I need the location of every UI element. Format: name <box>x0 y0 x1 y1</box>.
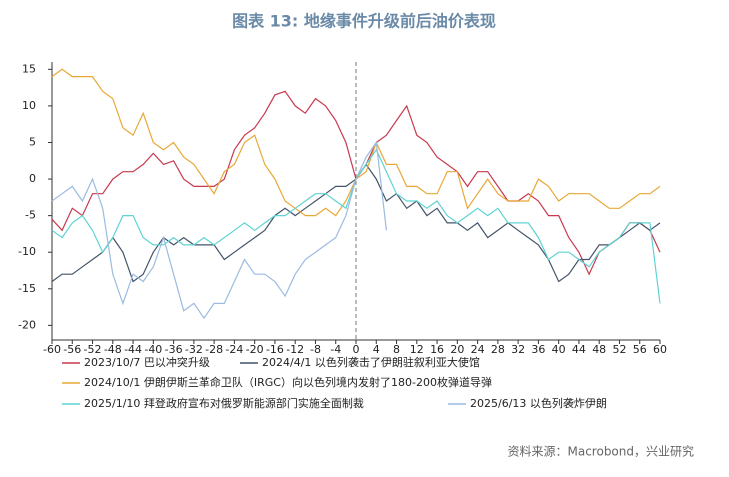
x-tick-label: 16 <box>430 343 444 356</box>
x-tick-label: -60 <box>43 343 61 356</box>
y-tick-label: 10 <box>22 99 36 112</box>
y-tick-label: -15 <box>18 282 36 295</box>
chart-title: 图表 13: 地缘事件升级前后油价表现 <box>232 12 496 31</box>
x-tick-label: 52 <box>612 343 626 356</box>
x-tick-label: -28 <box>205 343 223 356</box>
x-tick-label: 12 <box>410 343 424 356</box>
legend-label: 2025/6/13 以色列袭炸伊朗 <box>470 396 607 410</box>
x-tick-label: -40 <box>144 343 162 356</box>
source: 资料来源：Macrobond，兴业研究 <box>508 444 695 459</box>
x-tick-label: 48 <box>592 343 606 356</box>
y-tick-label: -20 <box>18 318 36 331</box>
x-tick-label: 32 <box>511 343 525 356</box>
x-tick-label: -52 <box>84 343 102 356</box>
x-tick-label: -20 <box>246 343 264 356</box>
x-tick-label: 40 <box>552 343 566 356</box>
y-tick-label: 0 <box>29 172 36 185</box>
x-tick-label: -16 <box>266 343 284 356</box>
legend-label: 2025/1/10 拜登政府宣布对俄罗斯能源部门实施全面制裁 <box>84 396 364 410</box>
x-tick-label: -32 <box>185 343 203 356</box>
x-tick-label: 20 <box>450 343 464 356</box>
x-tick-label: 24 <box>471 343 485 356</box>
x-tick-label: 0 <box>353 343 360 356</box>
x-tick-label: -56 <box>63 343 81 356</box>
x-tick-label: -8 <box>310 343 321 356</box>
y-tick-label: -10 <box>18 245 36 258</box>
x-tick-label: -4 <box>330 343 341 356</box>
x-tick-label: -24 <box>225 343 243 356</box>
y-tick-label: -5 <box>25 209 36 222</box>
x-tick-label: 28 <box>491 343 505 356</box>
x-tick-label: -48 <box>104 343 122 356</box>
x-tick-label: 60 <box>653 343 667 356</box>
x-tick-label: -44 <box>124 343 142 356</box>
y-tick-label: 15 <box>22 62 36 75</box>
legend-label: 2024/10/1 伊朗伊斯兰革命卫队（IRGC）向以色列境内发射了180-20… <box>84 375 492 389</box>
legend-label: 2023/10/7 巴以冲突升级 <box>84 355 210 369</box>
x-tick-label: 56 <box>633 343 647 356</box>
series-line <box>51 140 387 320</box>
x-tick-label: 36 <box>531 343 545 356</box>
y-tick-label: 5 <box>29 135 36 148</box>
x-tick-label: -36 <box>165 343 183 356</box>
x-tick-label: 8 <box>393 343 400 356</box>
legend-label: 2024/4/1 以色列袭击了伊朗驻叙利亚大使馆 <box>262 355 480 369</box>
x-tick-label: -12 <box>286 343 304 356</box>
x-tick-label: 4 <box>373 343 380 356</box>
x-tick-label: 44 <box>572 343 586 356</box>
